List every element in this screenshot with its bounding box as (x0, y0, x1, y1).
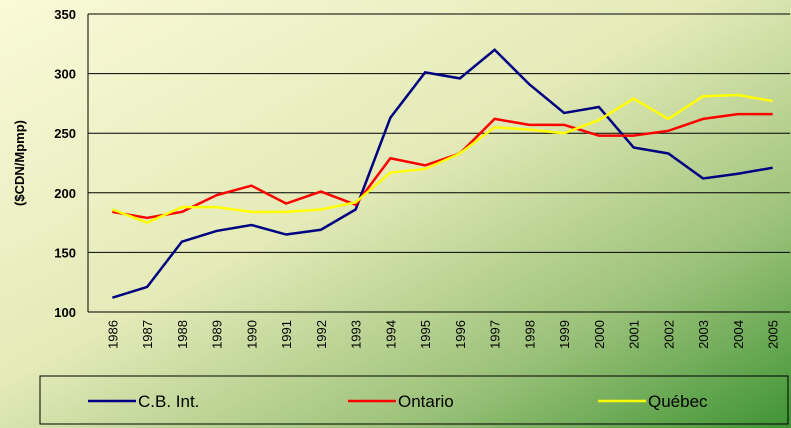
x-tick-label: 1997 (488, 320, 503, 349)
x-tick-label: 1986 (105, 320, 120, 349)
x-tick-label: 1999 (557, 320, 572, 349)
legend-label: Ontario (398, 392, 454, 411)
x-tick-label: 2000 (592, 320, 607, 349)
x-tick-label: 1987 (140, 320, 155, 349)
x-tick-label: 1996 (453, 320, 468, 349)
y-tick-label: 200 (54, 186, 76, 201)
x-tick-label: 2001 (627, 320, 642, 349)
y-tick-label: 250 (54, 126, 76, 141)
x-tick-label: 1995 (418, 320, 433, 349)
x-tick-label: 1992 (314, 320, 329, 349)
x-tick-label: 1998 (522, 320, 537, 349)
x-tick-label: 1988 (175, 320, 190, 349)
x-tick-label: 1991 (279, 320, 294, 349)
y-tick-label: 150 (54, 245, 76, 260)
x-tick-label: 2003 (696, 320, 711, 349)
x-tick-label: 1990 (244, 320, 259, 349)
series-line (111, 93, 773, 224)
series-line (112, 48, 773, 299)
legend-box (39, 375, 789, 425)
x-tick-label: 2004 (731, 320, 746, 349)
x-tick-label: 1989 (210, 320, 225, 349)
y-tick-label: 300 (54, 67, 76, 82)
series-line (112, 112, 773, 220)
y-tick-label: 100 (54, 305, 76, 320)
legend-label: C.B. Int. (138, 392, 199, 411)
legend-label: Québec (648, 392, 708, 411)
x-tick-label: 1994 (383, 320, 398, 349)
x-tick-label: 1993 (349, 320, 364, 349)
y-axis-label: ($CDN/Mpmp) (12, 120, 27, 206)
x-tick-label: 2002 (661, 320, 676, 349)
x-tick-label: 2005 (766, 320, 781, 349)
y-tick-label: 350 (54, 7, 76, 22)
